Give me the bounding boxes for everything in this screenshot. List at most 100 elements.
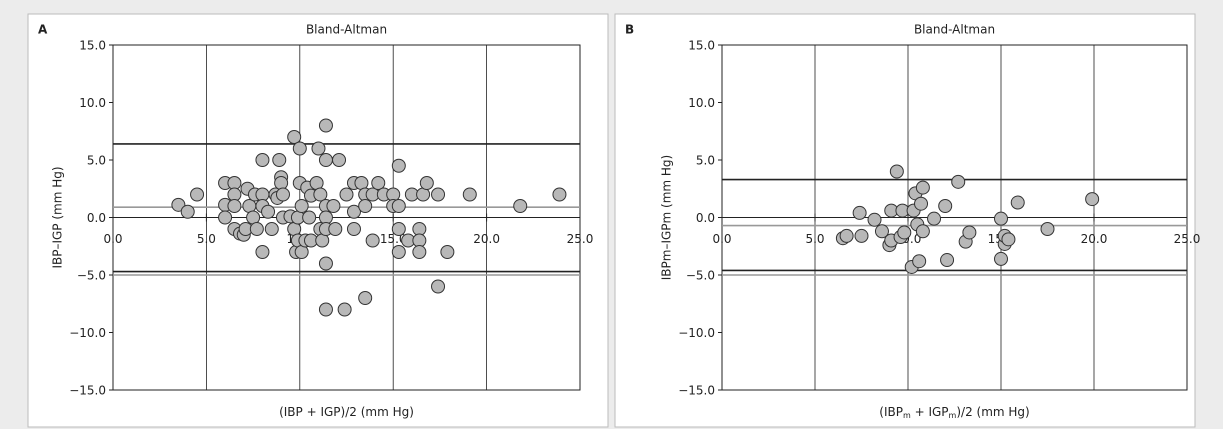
point: [940, 253, 955, 268]
x-axis-label: (IBPm + IGPm)/2 (mm Hg): [879, 405, 1029, 420]
x-tick-label: 20.0: [1081, 232, 1108, 246]
point: [294, 199, 309, 213]
y-tick-label: 15.0: [79, 39, 106, 53]
point: [951, 174, 966, 189]
point: [867, 212, 882, 227]
point: [915, 180, 930, 195]
point: [419, 176, 434, 190]
point: [412, 245, 427, 259]
chart-title: Bland-Altman: [306, 23, 387, 37]
point: [912, 254, 927, 269]
y-tick-label: −15.0: [69, 384, 106, 398]
point: [255, 245, 270, 259]
point: [227, 199, 242, 213]
point: [994, 211, 1008, 226]
point: [249, 222, 264, 236]
point: [371, 176, 386, 190]
point: [358, 291, 373, 305]
x-tick-label: 5.0: [197, 232, 216, 246]
point: [1010, 195, 1025, 210]
x-axis-label-part: (IBP + IGP)/2 (mm Hg): [279, 405, 414, 419]
point: [318, 153, 333, 167]
y-tick-label: 15.0: [688, 39, 715, 53]
point: [332, 153, 347, 167]
x-axis-label-part: m: [949, 411, 957, 420]
x-tick-label: 20.0: [473, 232, 500, 246]
point: [311, 141, 326, 156]
point: [915, 224, 930, 239]
point: [889, 164, 904, 179]
point: [552, 187, 567, 202]
point: [994, 251, 1008, 266]
point: [339, 187, 354, 202]
point: [272, 153, 287, 167]
point: [264, 222, 279, 236]
y-axis-label: IBPm–IGPm (mm Hg): [660, 155, 674, 280]
point: [391, 199, 406, 213]
point: [255, 153, 270, 167]
y-axis-label: IBP–IGP (mm Hg): [51, 166, 65, 268]
x-axis-label: (IBP + IGP)/2 (mm Hg): [279, 405, 414, 419]
y-tick-label: 10.0: [79, 96, 106, 110]
y-tick-label: 10.0: [688, 96, 715, 110]
x-tick-label: 25.0: [567, 232, 594, 246]
x-tick-label: 5.0: [805, 232, 824, 246]
point: [180, 204, 195, 219]
point: [190, 187, 205, 202]
point: [440, 245, 455, 259]
point: [938, 199, 953, 213]
point: [326, 199, 341, 213]
point: [1040, 222, 1055, 236]
y-tick-label: 0.0: [87, 211, 106, 225]
y-tick-label: −10.0: [678, 326, 715, 340]
point: [287, 130, 302, 144]
point: [839, 228, 854, 243]
y-tick-label: 5.0: [87, 154, 106, 168]
point: [513, 199, 528, 213]
point: [391, 245, 406, 259]
point: [431, 187, 446, 202]
point: [171, 197, 186, 212]
x-tick-label: 25.0: [1174, 232, 1201, 246]
point: [275, 187, 290, 202]
point: [897, 225, 912, 240]
point: [313, 187, 328, 202]
y-tick-label: −5.0: [77, 269, 106, 283]
point: [391, 222, 406, 236]
x-axis-label-part: (IBP: [879, 405, 903, 419]
point: [318, 256, 333, 271]
point: [328, 222, 343, 236]
point: [302, 210, 317, 225]
x-axis-label-part: m: [903, 411, 911, 420]
point: [927, 211, 942, 226]
point: [318, 118, 333, 133]
point: [218, 210, 233, 225]
point: [292, 141, 307, 156]
panel-label: A: [38, 23, 48, 37]
panel-label: B: [625, 23, 634, 37]
point: [852, 205, 867, 220]
point: [358, 199, 373, 213]
x-tick-label: 0.0: [103, 232, 122, 246]
chart-title: Bland-Altman: [914, 23, 995, 37]
y-tick-label: −5.0: [686, 269, 715, 283]
point: [462, 187, 477, 202]
point: [431, 279, 446, 294]
point: [346, 222, 361, 236]
point: [365, 233, 380, 248]
point: [962, 225, 977, 240]
point: [337, 302, 352, 317]
y-tick-label: 5.0: [696, 154, 715, 168]
point: [274, 176, 289, 190]
x-tick-label: 0.0: [712, 232, 731, 246]
x-axis-label-part: + IGP: [911, 405, 949, 419]
point: [391, 158, 406, 173]
y-tick-label: −15.0: [678, 384, 715, 398]
point: [1085, 192, 1100, 207]
point: [1001, 232, 1016, 247]
point: [874, 224, 889, 239]
y-tick-label: −10.0: [69, 326, 106, 340]
y-tick-label: 0.0: [696, 211, 715, 225]
point: [261, 204, 276, 219]
